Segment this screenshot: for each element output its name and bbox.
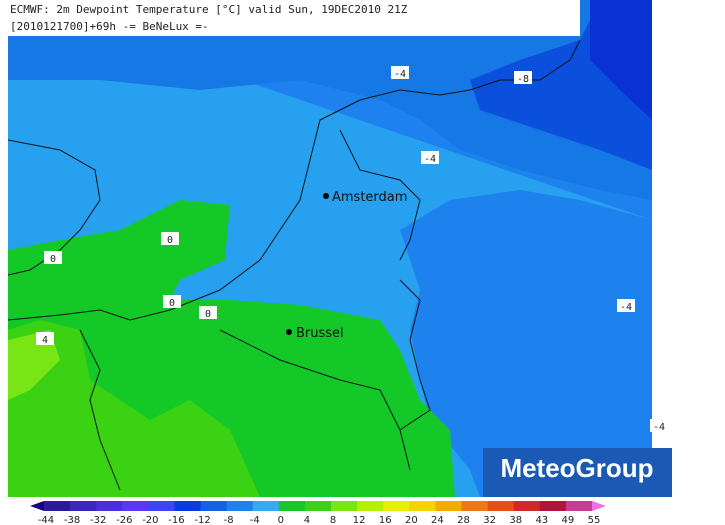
header-box: [8, 0, 580, 36]
contour-label-box: [421, 151, 439, 164]
city-dot: [286, 329, 292, 335]
colorbar-tick-label: 28: [457, 515, 470, 525]
colorbar-tick-label: 32: [483, 515, 496, 525]
colorbar-segment: [304, 501, 332, 511]
contour-label-box: [650, 419, 668, 432]
contour-label: -4: [394, 69, 406, 80]
map: [7, 0, 652, 497]
contour-label-box: [391, 66, 409, 79]
colorbar-tick-label: 4: [304, 515, 310, 525]
colorbar-tick-label: 24: [431, 515, 444, 525]
colorbar-segment: [174, 501, 202, 511]
logo-box: [483, 448, 672, 497]
colorbar-segment: [383, 501, 410, 511]
field-darker-blue: [590, 0, 652, 120]
colorbar-segment: [487, 501, 515, 511]
colorbar-tick-label: 8: [330, 515, 336, 525]
field-blue: [8, 0, 652, 200]
colorbar-tick-label: -20: [142, 515, 158, 525]
contour-label-box: [44, 251, 62, 264]
colorbar-tick-label: -44: [38, 515, 54, 525]
coastlines: [7, 39, 581, 491]
contour-label: 4: [42, 335, 48, 346]
colorbar-tick-label: -16: [168, 515, 184, 525]
colorbar-segment: [461, 501, 489, 511]
contour-label: -4: [424, 154, 436, 165]
colorbar-segment: [122, 501, 149, 511]
field-lime: [8, 330, 60, 400]
contour-label-box: [617, 299, 635, 312]
contour-label: -8: [517, 74, 529, 85]
colorbar-segment: [539, 501, 567, 511]
colorbar-tick-label: -8: [224, 515, 234, 525]
contour-label: -4: [653, 422, 665, 433]
contour-label-box: [161, 232, 179, 245]
colorbar-tick-label: 43: [535, 515, 548, 525]
colorbar-end: [30, 501, 44, 511]
contour-label: 0: [169, 298, 175, 309]
contour-label-box: [36, 332, 54, 345]
contour-label-box: [199, 306, 217, 319]
contour-label: 0: [50, 254, 56, 265]
contour-label: -4: [620, 302, 632, 313]
colorbar-segment: [409, 501, 436, 511]
colorbar-tick-label: 20: [405, 515, 418, 525]
colorbar-tick-label: -32: [90, 515, 106, 525]
colorbar-segment: [513, 501, 541, 511]
city-dot: [323, 193, 329, 199]
header-line: [2010121700]+69h -= BeNeLux =-: [10, 20, 209, 33]
colorbar-segment: [200, 501, 228, 511]
colorbar-tick-label: -38: [64, 515, 80, 525]
colorbar-tick-label: 55: [588, 515, 601, 525]
colorbar-segment: [226, 501, 254, 511]
colorbar-segment: [565, 501, 593, 511]
header-line: ECMWF: 2m Dewpoint Temperature [°C] vali…: [10, 3, 408, 16]
colorbar-segment: [278, 501, 306, 511]
colorbar-end: [592, 501, 606, 511]
colorbar-segment: [357, 501, 384, 511]
field-light-green: [8, 320, 260, 497]
contour-label: 0: [205, 309, 211, 320]
colorbar-segment: [148, 501, 175, 511]
colorbar-segment: [70, 501, 97, 511]
contour-label: 0: [167, 235, 173, 246]
colorbar-segment: [435, 501, 463, 511]
colorbar-tick-label: 38: [509, 515, 522, 525]
colorbar-segment: [331, 501, 358, 511]
colorbar-segment: [44, 501, 71, 511]
logo: MeteoGroup: [483, 448, 672, 497]
contour-label-box: [514, 71, 532, 84]
logo-text: MeteoGroup: [500, 453, 653, 483]
city-label: Amsterdam: [332, 190, 407, 205]
colorbar-tick-label: 12: [353, 515, 366, 525]
colorbar-segment: [96, 501, 123, 511]
colorbar-tick-label: -4: [250, 515, 260, 525]
colorbar-tick-label: 0: [278, 515, 284, 525]
contour-label-box: [163, 295, 181, 308]
colorbar-tick-label: 16: [379, 515, 392, 525]
colorbar-tick-label: -12: [194, 515, 210, 525]
colorbar-tick-label: -26: [116, 515, 132, 525]
colorbar-tick-label: 49: [562, 515, 575, 525]
city-label: Brussel: [296, 326, 344, 341]
colorbar-segment: [252, 501, 280, 511]
